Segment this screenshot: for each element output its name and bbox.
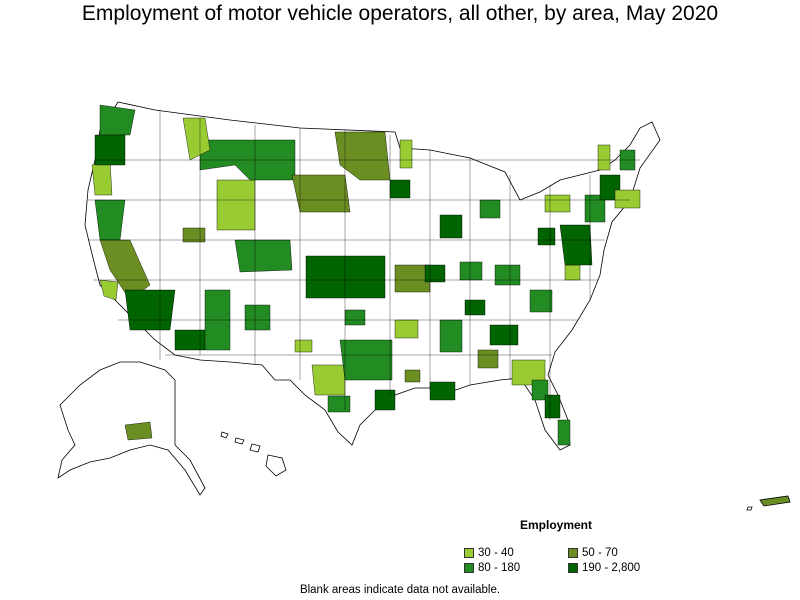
legend-label-2: 50 - 70 [582,547,618,559]
legend-swatch-1 [464,548,474,558]
legend-label-4: 190 - 2,800 [582,562,641,574]
legend-item-1: 30 - 40 [464,547,514,559]
area-boundaries [88,110,640,420]
puerto-rico-outline [746,495,791,511]
legend-label-1: 30 - 40 [478,547,514,559]
legend-swatch-3 [464,563,474,573]
legend-swatch-2 [568,548,578,558]
legend-title: Employment [520,518,593,532]
legend-item-2: 50 - 70 [568,547,618,559]
footnote: Blank areas indicate data not available. [299,584,501,596]
hawaii-outline [220,431,287,477]
map-title: Employment of motor vehicle operators, a… [81,2,719,25]
area-fills [91,104,641,446]
legend-label-3: 80 - 180 [478,562,521,574]
legend-item-3: 80 - 180 [464,562,520,574]
legend-item-4: 190 - 2,800 [568,562,640,574]
legend-swatch-4 [568,563,578,573]
